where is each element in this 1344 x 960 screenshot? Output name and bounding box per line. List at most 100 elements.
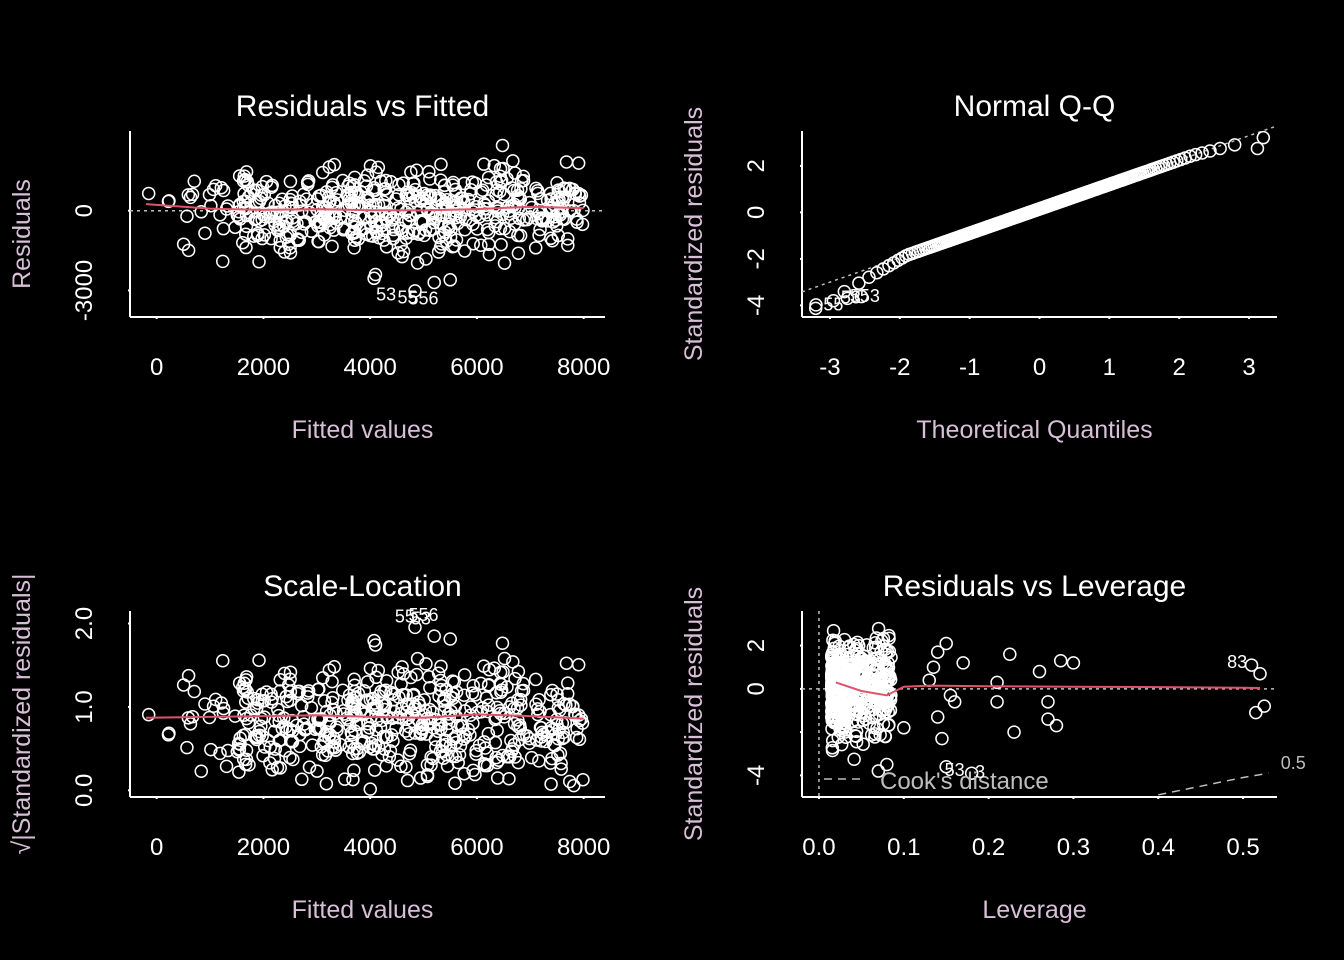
data-point (566, 699, 580, 714)
data-point (394, 677, 408, 691)
data-point (386, 222, 401, 237)
data-point (829, 686, 844, 700)
data-point (956, 656, 970, 670)
data-point (194, 764, 209, 779)
data-point (1249, 705, 1263, 720)
data-point (254, 711, 269, 726)
data-point (930, 710, 945, 724)
data-point (543, 201, 558, 216)
data-point (502, 224, 517, 239)
data-point (448, 699, 463, 714)
data-point (361, 190, 375, 205)
data-point (420, 768, 435, 782)
data-point (481, 726, 496, 741)
data-point (930, 645, 945, 659)
data-point (280, 214, 294, 228)
data-point (860, 695, 874, 709)
data-point (357, 174, 372, 188)
data-point (866, 702, 881, 717)
data-point (396, 244, 411, 259)
data-point (443, 273, 457, 287)
data-point (562, 774, 577, 789)
data-point (312, 189, 327, 203)
data-point (825, 668, 840, 682)
data-point (371, 663, 386, 678)
data-point (377, 233, 391, 247)
data-point (391, 246, 405, 260)
data-point (834, 737, 849, 752)
data-point (410, 256, 425, 270)
data-point (852, 663, 866, 678)
data-point (347, 241, 361, 255)
data-point (881, 705, 896, 719)
data-point (263, 756, 277, 770)
data-point (238, 727, 253, 742)
data-point (347, 763, 361, 778)
chart-title: Scale-Location (263, 570, 461, 603)
data-point (237, 708, 251, 722)
chart-title: Normal Q-Q (954, 90, 1116, 123)
data-point (272, 218, 286, 232)
data-point (433, 240, 448, 254)
data-point (399, 760, 413, 774)
data-point (283, 241, 297, 255)
data-point (870, 265, 884, 280)
data-point (495, 636, 510, 651)
data-point (1257, 699, 1272, 713)
x-tick-label: 2 (1173, 354, 1186, 381)
data-point (304, 224, 319, 239)
panel-p1: Residuals vs Fitted Fitted values Residual… (8, 90, 610, 444)
data-point (198, 226, 212, 240)
data-point (176, 678, 191, 692)
point-id-label: 556 (409, 605, 439, 625)
y-tick-label: 2 (743, 159, 770, 172)
data-point (516, 173, 531, 188)
data-point (370, 713, 384, 727)
data-point (404, 186, 419, 200)
chart-title: Residuals vs Leverage (883, 570, 1187, 603)
x-tick-label: -3 (819, 354, 840, 381)
data-point (423, 702, 437, 717)
data-point (882, 628, 896, 643)
data-point (431, 724, 445, 739)
data-point (323, 727, 337, 742)
data-point (213, 746, 227, 761)
cooks-distance-curve (1158, 772, 1269, 796)
data-point (477, 659, 491, 673)
data-point (571, 658, 586, 672)
data-point (528, 241, 543, 255)
data-point (238, 194, 253, 209)
data-point (255, 179, 270, 194)
y-tick-label: 0 (743, 206, 770, 219)
data-point (325, 239, 339, 254)
y-tick-label: 0 (743, 682, 770, 695)
data-point (837, 284, 852, 299)
data-point (420, 758, 435, 772)
data-point (239, 711, 254, 726)
data-point (488, 735, 503, 750)
data-point (504, 733, 518, 748)
y-tick-label: 2 (743, 639, 770, 652)
data-point (384, 685, 398, 700)
data-point (256, 748, 270, 763)
data-point (363, 661, 378, 676)
point-id-label: 53 (376, 285, 396, 305)
data-point (520, 729, 534, 743)
data-point (522, 736, 537, 750)
data-point (336, 683, 350, 698)
data-point (939, 759, 953, 774)
data-point (402, 719, 416, 734)
data-point (524, 750, 539, 765)
data-point (283, 722, 297, 737)
data-point (214, 180, 229, 195)
data-point (457, 766, 471, 781)
data-point (283, 665, 298, 679)
data-point (248, 212, 262, 227)
data-point (466, 236, 480, 251)
panel-p2: Normal Q-Q Theoretical Quantiles Standardi… (680, 90, 1278, 444)
data-point (399, 724, 413, 738)
data-point (883, 703, 898, 718)
data-point (535, 214, 549, 228)
data-point (854, 289, 869, 304)
data-point (1041, 695, 1055, 709)
